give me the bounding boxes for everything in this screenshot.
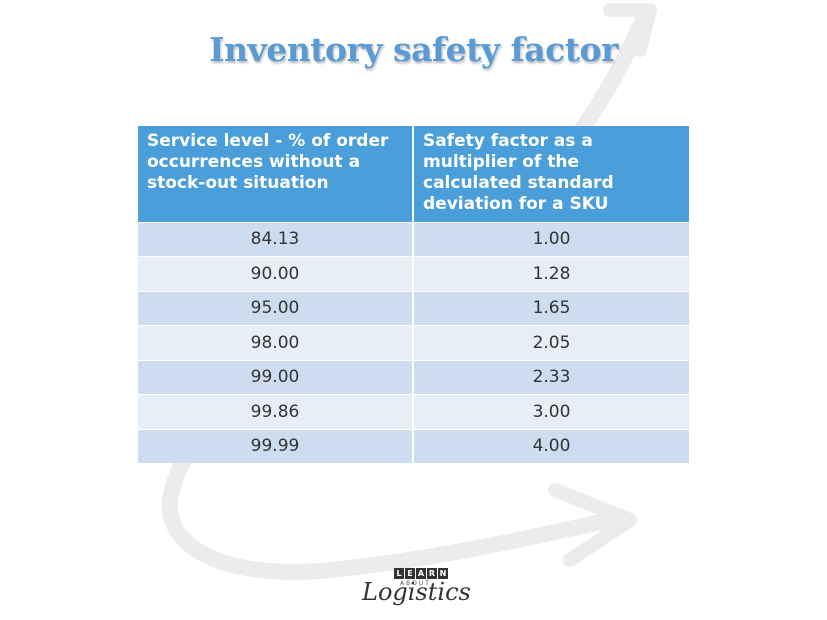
table-row: 98.00 2.05 xyxy=(138,325,689,360)
safety-factor-cell: 1.00 xyxy=(413,221,689,257)
logo-learn-blocks: L E A R N xyxy=(394,568,448,579)
logo-letter: R xyxy=(427,568,437,579)
table-row: 90.00 1.28 xyxy=(138,256,689,291)
service-level-cell: 84.13 xyxy=(138,221,414,257)
table-row: 99.00 2.33 xyxy=(138,359,689,395)
safety-factor-cell: 1.65 xyxy=(413,290,689,326)
service-level-cell: 95.00 xyxy=(138,290,414,326)
learn-about-logistics-logo: L E A R N ABOUT Logistics xyxy=(360,565,471,615)
service-level-cell: 98.00 xyxy=(138,325,414,360)
safety-factor-cell: 3.00 xyxy=(413,394,689,429)
safety-factor-cell: 1.28 xyxy=(413,256,689,291)
logo-script-text: Logistics xyxy=(362,578,471,606)
logo-about-text: ABOUT xyxy=(400,580,431,587)
table-row: 99.99 4.00 xyxy=(138,428,689,463)
table-header-row: Service level - % of order occurrences w… xyxy=(138,126,689,222)
service-level-cell: 99.99 xyxy=(138,428,414,463)
safety-factor-cell: 4.00 xyxy=(413,428,689,463)
logo-letter: A xyxy=(416,568,426,579)
service-level-cell: 90.00 xyxy=(138,256,414,291)
header-safety-factor: Safety factor as a multiplier of the cal… xyxy=(413,126,689,222)
table-row: 99.86 3.00 xyxy=(138,394,689,429)
safety-factor-cell: 2.33 xyxy=(413,359,689,395)
header-service-level: Service level - % of order occurrences w… xyxy=(138,126,414,222)
table-row: 84.13 1.00 xyxy=(138,221,689,257)
service-level-cell: 99.00 xyxy=(138,359,414,395)
service-level-cell: 99.86 xyxy=(138,394,414,429)
table-row: 95.00 1.65 xyxy=(138,290,689,326)
safety-factor-cell: 2.05 xyxy=(413,325,689,360)
safety-factor-table: Service level - % of order occurrences w… xyxy=(138,126,689,463)
logo-letter: L xyxy=(394,568,404,579)
logo-letter: E xyxy=(405,568,415,579)
page-title: Inventory safety factor xyxy=(209,30,618,69)
logo-letter: N xyxy=(438,568,448,579)
